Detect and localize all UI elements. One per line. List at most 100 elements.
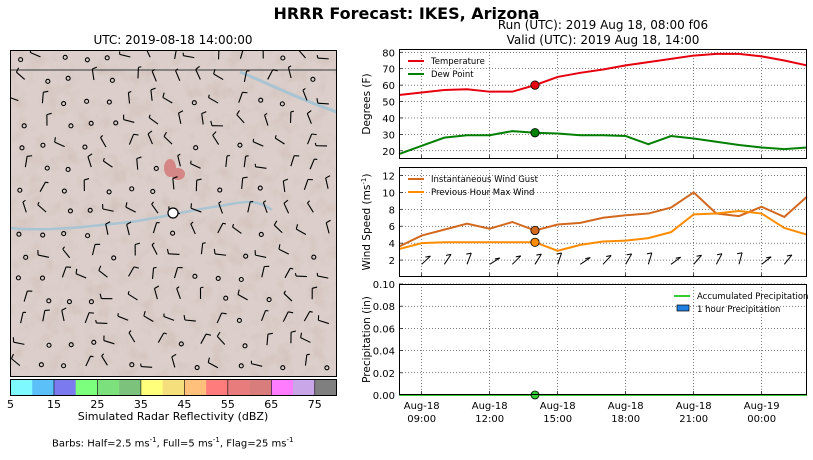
- barb-shaft: [237, 294, 248, 301]
- calm-circle: [280, 55, 286, 61]
- calm-circle: [217, 187, 223, 193]
- y-tick-label: 20: [382, 147, 395, 158]
- calm-circle: [61, 231, 67, 237]
- calm-circle: [311, 254, 317, 260]
- barb-shaft: [128, 266, 135, 277]
- barb-feather: [311, 133, 317, 136]
- calm-circle: [150, 188, 156, 195]
- x-tick-label: Aug-19: [744, 401, 780, 412]
- barb-feather: [151, 242, 155, 246]
- calm-circle: [85, 233, 91, 239]
- wind-barb-feather: [626, 253, 632, 256]
- barb-feather: [290, 330, 297, 333]
- calm-circle: [243, 253, 249, 259]
- barb-feather: [166, 248, 170, 254]
- barb-feather: [162, 92, 165, 98]
- y-tick-label: 80: [382, 48, 395, 59]
- barb-feather: [190, 221, 194, 225]
- barb-shaft: [100, 137, 107, 148]
- barb-feather: [37, 201, 40, 205]
- y-tick-label: 12: [382, 171, 395, 182]
- barb-shaft: [151, 244, 158, 255]
- barb-feather: [283, 178, 289, 182]
- barb-shaft: [10, 96, 19, 102]
- calm-circle: [17, 187, 23, 193]
- wind-barb-feather: [646, 252, 652, 255]
- barb-feather: [312, 286, 318, 289]
- barb-shaft: [201, 113, 204, 125]
- calm-circle: [87, 207, 93, 213]
- calm-circle: [129, 186, 135, 192]
- barb-feather: [133, 133, 139, 136]
- barb-shaft: [123, 119, 135, 123]
- barb-feather: [302, 88, 306, 91]
- barb-shaft: [284, 267, 291, 279]
- barb-feather: [263, 200, 267, 203]
- wind-barb: [647, 252, 653, 265]
- calm-circle: [153, 165, 159, 172]
- wind-barb-feather: [675, 256, 681, 259]
- barb-shaft: [143, 315, 154, 322]
- run-info: Run (UTC): 2019 Aug 18, 08:00 f06 Valid …: [398, 18, 808, 48]
- barb-feather: [176, 286, 180, 289]
- colorbar-cell: [293, 379, 316, 396]
- barb-shaft: [273, 224, 283, 234]
- wind-barb-feather: [536, 253, 542, 256]
- series-line: [398, 52, 808, 96]
- barb-shaft: [266, 334, 269, 346]
- barb-feather: [205, 333, 212, 336]
- barb-shaft: [157, 332, 165, 343]
- barb-shaft: [171, 356, 176, 368]
- calm-circle: [84, 57, 90, 63]
- barb-shaft: [241, 177, 244, 189]
- calm-circle: [266, 297, 272, 303]
- barb-feather: [128, 90, 132, 94]
- calm-circle: [192, 273, 198, 279]
- barb-shaft: [39, 181, 46, 192]
- barb-shaft: [174, 50, 177, 60]
- calm-circle: [91, 339, 97, 345]
- colorbar-label: Simulated Radar Reflectivity (dBZ): [77, 410, 269, 423]
- barb-feather: [242, 176, 248, 179]
- barb-shaft: [302, 90, 308, 101]
- barb-feather: [283, 290, 286, 294]
- barb-shaft: [247, 201, 251, 213]
- barb-feather: [221, 312, 227, 315]
- barb-feather: [290, 110, 294, 113]
- wind-barb-feather: [494, 257, 500, 260]
- wind-barb: [421, 255, 431, 265]
- barb-feather: [177, 153, 181, 157]
- colorbar-cells: [10, 379, 337, 396]
- y-axis-label: Wind Speed (ms-1): [360, 174, 373, 271]
- barb-shaft: [38, 254, 50, 258]
- calm-circle: [45, 78, 51, 84]
- barb-shaft: [16, 71, 26, 80]
- barb-shaft: [251, 363, 263, 367]
- y-tick-label: 0.06: [373, 324, 395, 335]
- barb-shaft: [163, 316, 175, 321]
- barb-shaft: [176, 288, 181, 300]
- barb-feather: [127, 291, 130, 295]
- calm-circle: [191, 100, 197, 106]
- barb-shaft: [282, 311, 289, 322]
- x-tick-label: 12:00: [475, 414, 504, 425]
- barb-shaft: [85, 355, 91, 367]
- barb-shaft: [163, 136, 173, 145]
- barbs-legend-note: Barbs: Half=2.5 ms-1, Full=5 ms-1, Flag=…: [52, 436, 294, 450]
- barb-shaft: [283, 293, 293, 302]
- barb-shaft: [318, 319, 330, 325]
- barb-feather: [147, 130, 153, 135]
- barb-shaft: [200, 333, 207, 344]
- barb-shaft: [267, 69, 274, 80]
- calm-circle: [16, 231, 22, 237]
- barb-feather: [151, 201, 154, 205]
- run-time-label: Run (UTC): 2019 Aug 18, 08:00 f06: [497, 18, 709, 32]
- barb-shaft: [290, 155, 295, 167]
- barb-feather: [100, 135, 104, 138]
- barb-shaft: [61, 310, 65, 322]
- barb-feather: [45, 181, 49, 184]
- wind-barb: [534, 253, 542, 265]
- barb-shaft: [172, 178, 175, 190]
- y-tick-label: 60: [382, 81, 395, 92]
- calm-circle: [61, 188, 67, 194]
